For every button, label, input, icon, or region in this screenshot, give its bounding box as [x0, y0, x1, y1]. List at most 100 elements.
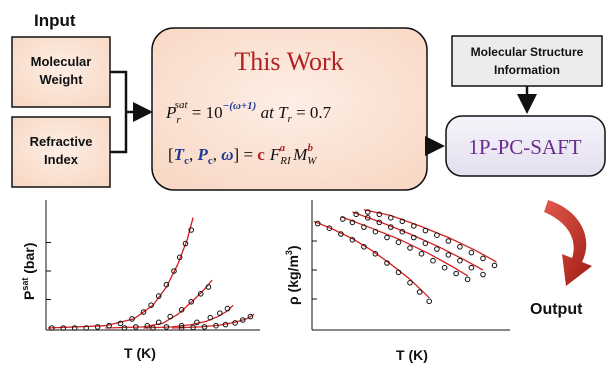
density-point-0-6 — [384, 260, 390, 266]
psat-point-2-4 — [207, 314, 214, 321]
this-work-box: This Work Prsat = 10−(ω+1) at Tr = 0.7 [… — [151, 27, 428, 191]
density-point-0-5 — [372, 251, 379, 257]
density-point-3-2 — [388, 215, 394, 221]
density-point-0-0 — [315, 220, 321, 227]
psat-point-3-7 — [247, 313, 254, 320]
refractive-index-line2: Index — [44, 152, 79, 167]
density-point-3-3 — [399, 218, 406, 225]
refractive-index-line1: Refractive — [30, 134, 93, 149]
refractive-index-box: Refractive Index — [11, 116, 111, 188]
density-point-3-10 — [480, 255, 486, 262]
density-point-3-1 — [376, 211, 383, 218]
density-point-3-11 — [491, 262, 498, 269]
psat-fit-curve-1 — [105, 279, 213, 329]
density-point-3-7 — [445, 238, 452, 244]
psat-point-1-2 — [144, 322, 151, 329]
output-label: Output — [530, 301, 583, 318]
density-fit-curve-2 — [352, 211, 484, 271]
density-point-3-0 — [365, 209, 371, 215]
psat-point-0-10 — [155, 293, 162, 299]
density-point-2-8 — [445, 252, 452, 258]
density-point-1-11 — [464, 276, 471, 283]
psat-point-0-0 — [49, 325, 55, 331]
density-point-2-5 — [411, 234, 417, 241]
psat-point-1-4 — [167, 313, 173, 320]
this-work-title: This Work — [234, 47, 343, 76]
psat-point-0-11 — [163, 281, 170, 288]
density-ylabel: ρ (kg/m3) — [284, 245, 301, 305]
psat-ylabel: Psat (bar) — [20, 243, 37, 300]
density-point-1-4 — [384, 234, 390, 241]
psat-point-0-7 — [129, 316, 135, 322]
density-point-2-7 — [434, 246, 440, 252]
density-point-1-9 — [441, 264, 448, 271]
psat-point-3-1 — [190, 324, 196, 331]
density-plot: ρ (kg/m3) T (K) — [284, 200, 510, 363]
psat-point-0-3 — [83, 325, 89, 331]
input-connector — [110, 70, 153, 154]
psat-point-0-9 — [148, 302, 154, 309]
density-point-1-0 — [340, 216, 346, 222]
density-point-1-10 — [453, 270, 459, 277]
psat-point-0-14 — [182, 240, 189, 247]
psat-point-2-6 — [224, 305, 231, 312]
density-point-1-2 — [361, 224, 367, 230]
psat-plot: Psat (bar) T (K) — [20, 200, 260, 361]
density-point-2-3 — [388, 224, 394, 230]
psat-point-0-12 — [171, 268, 177, 274]
structure-info-line2: Information — [494, 63, 560, 77]
psat-point-2-1 — [163, 324, 170, 330]
density-fit-curve-0 — [313, 220, 430, 299]
psat-point-2-2 — [178, 322, 185, 329]
psat-point-0-6 — [117, 320, 124, 327]
psat-point-2-5 — [217, 310, 223, 317]
critical-props-equation: [Tc, Pc, ω] = c FRIa MWb — [168, 142, 317, 167]
psat-point-2-0 — [150, 325, 156, 331]
psat-xlabel: T (K) — [124, 345, 156, 361]
psat-point-0-8 — [140, 309, 147, 315]
density-point-0-7 — [395, 269, 402, 276]
density-axis-ticks — [312, 240, 317, 300]
structure-info-line1: Molecular Structure — [471, 45, 584, 59]
density-point-3-6 — [434, 232, 440, 238]
density-point-1-6 — [407, 245, 413, 251]
density-point-0-9 — [416, 289, 423, 295]
psat-point-3-0 — [178, 325, 185, 331]
psat-point-3-2 — [201, 324, 208, 330]
density-point-2-0 — [353, 211, 360, 218]
psat-point-1-0 — [121, 325, 128, 331]
density-point-1-5 — [395, 239, 402, 245]
density-point-2-2 — [376, 219, 383, 226]
density-fit-curve-3 — [363, 209, 497, 263]
molecular-weight-line2: Weight — [39, 72, 83, 87]
psat-equation: Prsat = 10−(ω+1) at Tr = 0.7 — [165, 99, 332, 126]
psat-point-1-3 — [155, 319, 162, 326]
density-fit-curve-1 — [340, 215, 468, 277]
density-point-2-9 — [457, 257, 463, 264]
input-heading: Input — [34, 11, 76, 30]
density-point-2-11 — [480, 271, 486, 278]
psat-point-3-5 — [232, 320, 238, 326]
psat-point-0-2 — [71, 325, 78, 331]
saft-box: 1P-PC-SAFT — [445, 115, 606, 177]
density-point-2-6 — [422, 240, 429, 247]
psat-point-1-5 — [178, 307, 185, 313]
psat-point-1-1 — [133, 324, 139, 330]
psat-point-3-4 — [222, 321, 229, 328]
density-point-0-8 — [407, 280, 413, 286]
psat-point-0-1 — [60, 325, 67, 331]
density-point-0-10 — [426, 298, 433, 305]
psat-point-0-5 — [106, 322, 112, 329]
density-point-0-4 — [361, 244, 367, 250]
density-point-3-9 — [468, 249, 475, 256]
output-curved-arrow — [544, 200, 592, 286]
psat-point-0-15 — [188, 227, 194, 233]
density-axes — [311, 200, 510, 331]
density-point-0-3 — [349, 237, 356, 243]
psat-axis-ticks — [46, 242, 51, 300]
molecular-weight-line1: Molecular — [31, 54, 92, 69]
psat-point-1-6 — [188, 299, 194, 305]
density-point-2-4 — [399, 228, 406, 235]
density-point-3-5 — [422, 227, 429, 234]
